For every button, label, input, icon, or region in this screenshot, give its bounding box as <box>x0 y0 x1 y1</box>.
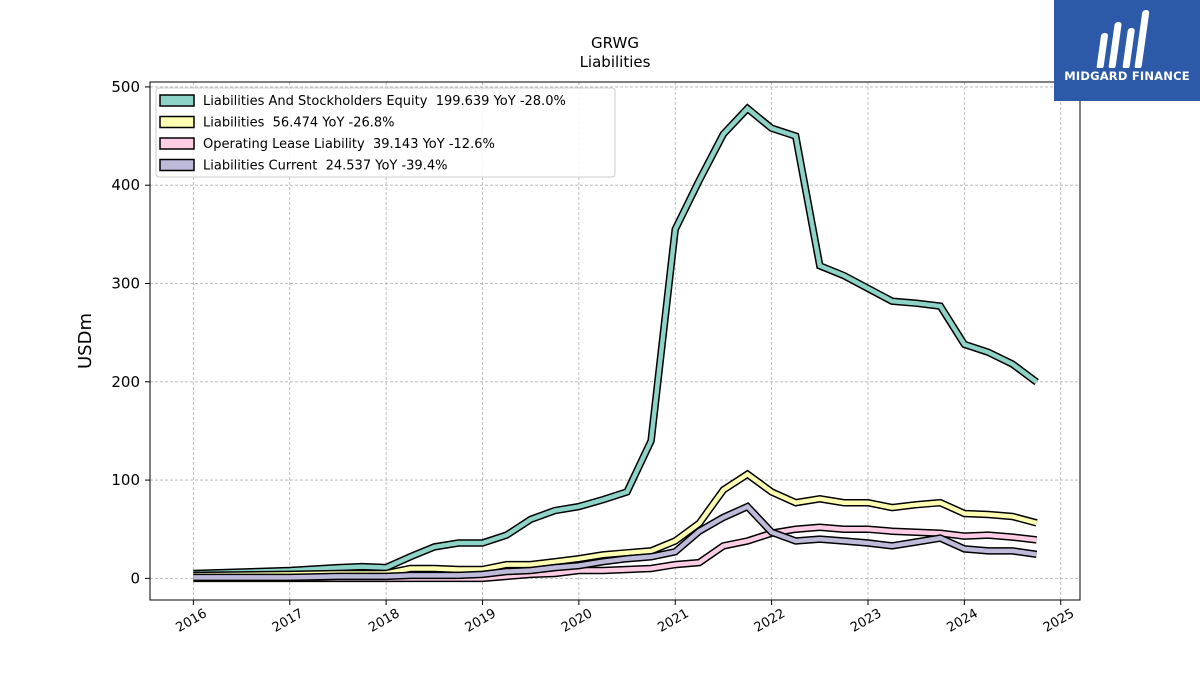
series-line-3 <box>193 502 1038 582</box>
legend-swatch <box>159 115 195 129</box>
y-tick-label: 300 <box>111 274 140 292</box>
x-tick-label: 2024 <box>945 606 981 636</box>
legend-entry-label: Liabilities 56.474 YoY -26.8% <box>203 116 395 131</box>
x-tick-label: 2022 <box>752 606 788 636</box>
y-tick-label: 500 <box>111 78 140 96</box>
x-tick-label: 2018 <box>366 606 402 636</box>
plot-series <box>193 103 1039 583</box>
brand-logo: MIDGARD FINANCE <box>1054 0 1200 101</box>
y-tick-label: 200 <box>111 373 140 391</box>
x-tick-label: 2017 <box>270 606 306 636</box>
series-line-stroke <box>193 105 1038 576</box>
legend-box <box>155 87 616 178</box>
x-tick-label: 2020 <box>559 606 595 636</box>
y-tick-label: 400 <box>111 176 140 194</box>
legend: Liabilities And Stockholders Equity 199.… <box>155 87 616 178</box>
y-axis-label: USDm <box>75 313 96 369</box>
midgard-logo-mark-icon <box>1096 10 1150 68</box>
legend-swatch <box>159 137 195 150</box>
plot-frame <box>149 81 1081 601</box>
brand-name: MIDGARD FINANCE <box>1064 69 1190 83</box>
x-tick-label: 2019 <box>463 606 499 636</box>
chart-subtitle: Liabilities <box>580 53 651 71</box>
chart-title: GRWG <box>591 34 639 52</box>
y-tick-label: 0 <box>130 569 140 587</box>
x-tick-label: 2025 <box>1041 606 1077 636</box>
legend-entry-label: Liabilities Current 24.537 YoY -39.4% <box>203 159 447 174</box>
x-tick-label: 2016 <box>174 606 210 636</box>
series-line-stroke <box>193 503 1037 580</box>
series-line-1 <box>193 469 1038 580</box>
legend-entry-label: Liabilities And Stockholders Equity 199.… <box>203 94 566 109</box>
series-line-0 <box>193 103 1039 578</box>
y-tick-label: 100 <box>111 471 140 489</box>
legend-entry-label: Operating Lease Liability 39.143 YoY -12… <box>203 137 495 152</box>
legend-swatch <box>159 94 195 107</box>
legend-swatch <box>159 158 195 172</box>
series-line-stroke <box>193 471 1038 578</box>
x-tick-label: 2023 <box>848 606 884 636</box>
x-tick-label: 2021 <box>655 606 691 636</box>
